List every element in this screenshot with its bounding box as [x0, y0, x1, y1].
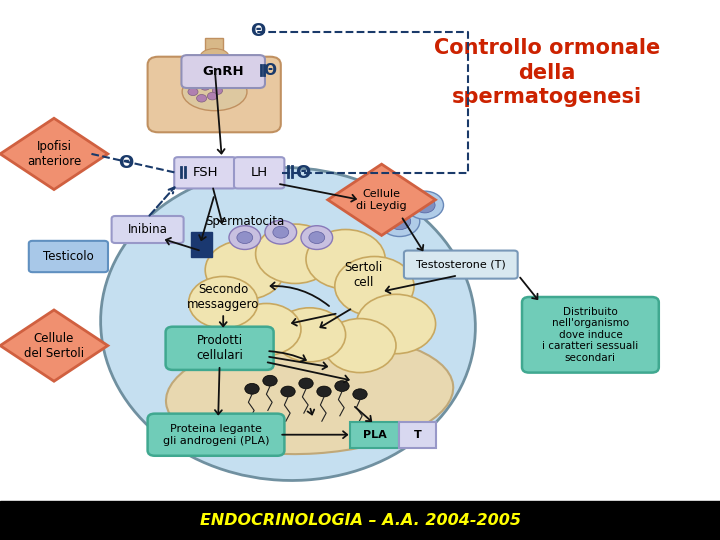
- Text: Proteina legante
gli androgeni (PLA): Proteina legante gli androgeni (PLA): [163, 424, 269, 446]
- Text: Controllo ormonale
della
spermatogenesi: Controllo ormonale della spermatogenesi: [434, 38, 660, 107]
- Text: ENDOCRINOLOGIA – A.A. 2004-2005: ENDOCRINOLOGIA – A.A. 2004-2005: [199, 513, 521, 528]
- FancyBboxPatch shape: [29, 241, 108, 272]
- Circle shape: [379, 206, 420, 237]
- Text: PLA: PLA: [363, 430, 386, 440]
- Circle shape: [245, 383, 259, 394]
- Ellipse shape: [101, 167, 475, 481]
- Circle shape: [237, 232, 253, 244]
- Circle shape: [200, 83, 210, 90]
- Text: Ipofisi
anteriore: Ipofisi anteriore: [27, 140, 81, 168]
- Circle shape: [273, 226, 289, 238]
- Polygon shape: [0, 118, 108, 190]
- FancyBboxPatch shape: [350, 422, 399, 448]
- Text: Cellule
del Sertoli: Cellule del Sertoli: [24, 332, 84, 360]
- Bar: [191, 232, 212, 256]
- Text: Secondo
messaggero: Secondo messaggero: [187, 283, 259, 311]
- Text: Testosterone (T): Testosterone (T): [416, 260, 505, 269]
- Circle shape: [309, 232, 325, 244]
- FancyBboxPatch shape: [148, 414, 284, 456]
- Circle shape: [197, 94, 207, 102]
- Circle shape: [188, 88, 198, 96]
- Circle shape: [353, 389, 367, 400]
- Text: Sertoli
cell: Sertoli cell: [344, 261, 383, 289]
- Circle shape: [415, 198, 435, 213]
- Text: GnRH: GnRH: [202, 65, 244, 78]
- Text: Distribuito
nell'organismo
dove induce
i caratteri sessuali
secondari: Distribuito nell'organismo dove induce i…: [542, 307, 639, 363]
- Polygon shape: [0, 310, 108, 381]
- Circle shape: [306, 230, 385, 289]
- FancyBboxPatch shape: [148, 57, 281, 132]
- Circle shape: [256, 224, 335, 284]
- Text: Testicolo: Testicolo: [43, 250, 94, 263]
- Circle shape: [317, 386, 331, 397]
- Bar: [0, 501, 720, 540]
- Ellipse shape: [166, 334, 453, 454]
- FancyBboxPatch shape: [234, 157, 284, 188]
- Text: LH: LH: [251, 166, 268, 179]
- Text: FSH: FSH: [192, 166, 218, 179]
- Circle shape: [229, 226, 261, 249]
- Text: Θ: Θ: [118, 154, 134, 172]
- Circle shape: [281, 386, 295, 397]
- Circle shape: [299, 378, 313, 389]
- Ellipse shape: [182, 73, 247, 111]
- Text: Θ: Θ: [294, 164, 310, 182]
- Text: Θ: Θ: [264, 63, 276, 78]
- Circle shape: [301, 226, 333, 249]
- Text: Prodotti
cellulari: Prodotti cellulari: [196, 334, 243, 362]
- Circle shape: [406, 191, 444, 219]
- Text: T: T: [414, 430, 421, 440]
- Circle shape: [389, 213, 410, 230]
- Text: Θ: Θ: [250, 22, 266, 40]
- Polygon shape: [328, 164, 436, 235]
- FancyBboxPatch shape: [181, 55, 265, 88]
- Circle shape: [232, 303, 301, 355]
- FancyBboxPatch shape: [404, 251, 518, 279]
- FancyBboxPatch shape: [174, 157, 236, 188]
- Circle shape: [263, 375, 277, 386]
- Bar: [205, 38, 223, 65]
- Circle shape: [356, 294, 436, 354]
- FancyBboxPatch shape: [522, 297, 659, 373]
- Text: Inibina: Inibina: [127, 223, 168, 236]
- Circle shape: [205, 240, 284, 300]
- Text: Spermatocita: Spermatocita: [205, 215, 284, 228]
- Circle shape: [324, 319, 396, 373]
- FancyBboxPatch shape: [399, 422, 436, 448]
- Circle shape: [335, 256, 414, 316]
- Text: Cellule
di Leydig: Cellule di Leydig: [356, 189, 407, 211]
- Circle shape: [265, 220, 297, 244]
- Ellipse shape: [200, 49, 229, 65]
- FancyBboxPatch shape: [166, 327, 274, 370]
- Circle shape: [207, 92, 217, 100]
- Circle shape: [189, 276, 258, 328]
- Circle shape: [335, 381, 349, 392]
- Circle shape: [212, 87, 222, 94]
- Circle shape: [274, 308, 346, 362]
- FancyBboxPatch shape: [112, 216, 184, 243]
